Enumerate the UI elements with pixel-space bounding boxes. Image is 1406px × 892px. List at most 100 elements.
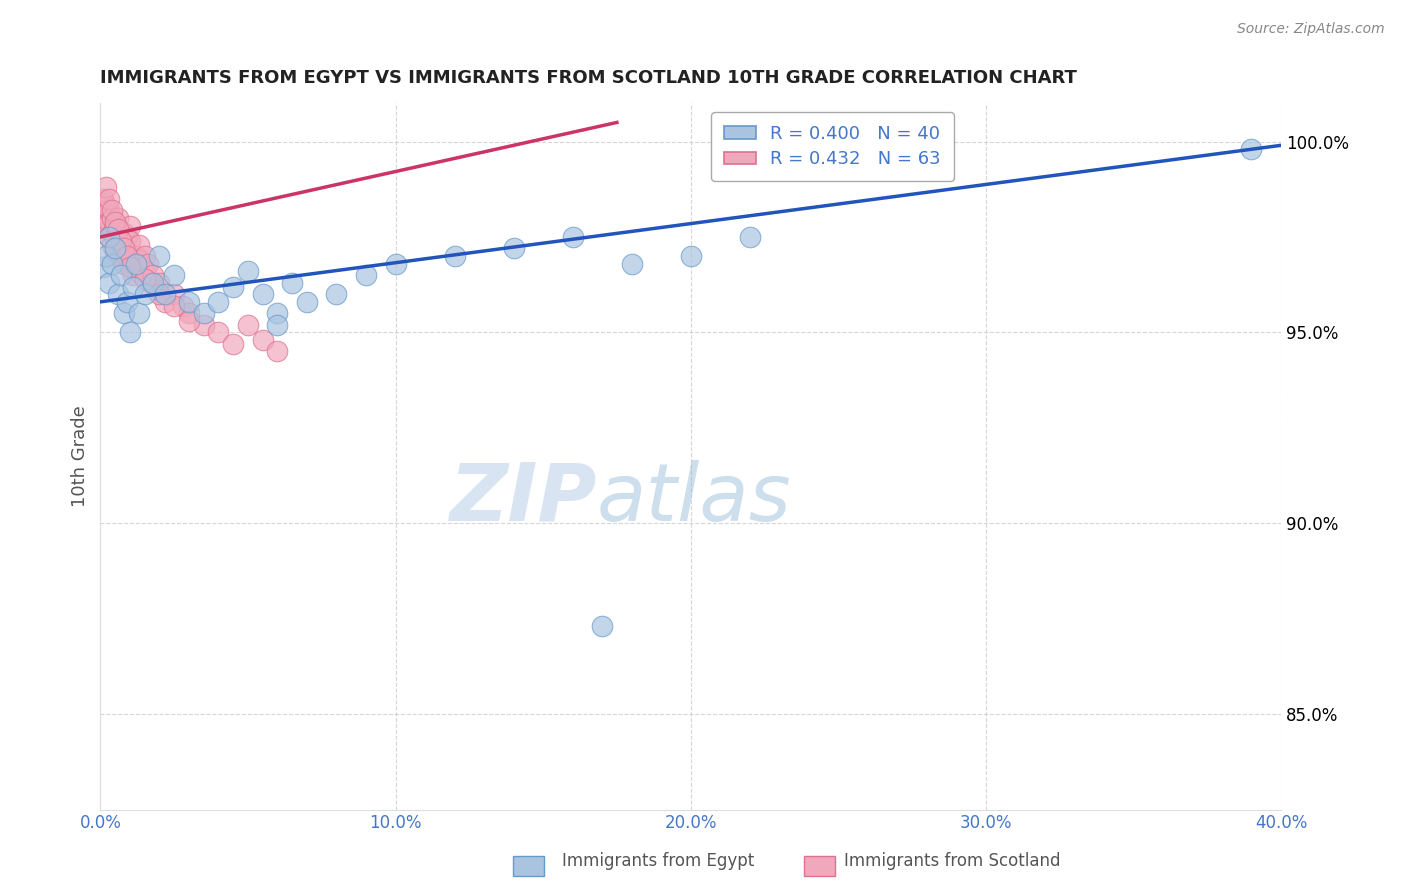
Point: [325, 287, 347, 301]
Point: [679, 249, 702, 263]
Point: [107, 222, 129, 236]
Point: [738, 230, 761, 244]
Point: [354, 268, 377, 282]
Point: [118, 326, 141, 340]
Point: [110, 237, 132, 252]
Point: [142, 268, 165, 282]
Point: [112, 257, 135, 271]
Point: [1240, 142, 1263, 156]
Legend: R = 0.400   N = 40, R = 0.432   N = 63: R = 0.400 N = 40, R = 0.432 N = 63: [711, 112, 953, 181]
Point: [112, 241, 135, 255]
Point: [131, 268, 153, 282]
Point: [107, 211, 129, 225]
Point: [128, 252, 150, 267]
Point: [98, 215, 121, 229]
Point: [112, 241, 135, 255]
Point: [148, 287, 170, 301]
Point: [252, 287, 274, 301]
Point: [98, 192, 121, 206]
Point: [118, 219, 141, 233]
Point: [163, 299, 186, 313]
Point: [620, 257, 643, 271]
Point: [172, 299, 194, 313]
Point: [91, 192, 114, 206]
Point: [101, 203, 124, 218]
Point: [295, 294, 318, 309]
Point: [155, 287, 177, 301]
Point: [115, 245, 138, 260]
Point: [115, 294, 138, 309]
Point: [101, 237, 124, 252]
Text: IMMIGRANTS FROM EGYPT VS IMMIGRANTS FROM SCOTLAND 10TH GRADE CORRELATION CHART: IMMIGRANTS FROM EGYPT VS IMMIGRANTS FROM…: [100, 69, 1077, 87]
Point: [281, 276, 304, 290]
Point: [207, 326, 229, 340]
Point: [104, 215, 127, 229]
Point: [177, 306, 200, 320]
Point: [125, 257, 148, 271]
Point: [443, 249, 465, 263]
Point: [118, 260, 141, 275]
Point: [101, 211, 124, 225]
Point: [148, 276, 170, 290]
Point: [139, 276, 162, 290]
Point: [134, 264, 156, 278]
Text: atlas: atlas: [596, 459, 792, 538]
Point: [98, 230, 121, 244]
Point: [236, 318, 259, 332]
Point: [121, 279, 143, 293]
Point: [104, 219, 127, 233]
Point: [112, 226, 135, 240]
Point: [96, 249, 118, 263]
Point: [591, 619, 613, 633]
Point: [266, 306, 288, 320]
Point: [193, 306, 215, 320]
Point: [121, 268, 143, 282]
Point: [125, 260, 148, 275]
Point: [101, 226, 124, 240]
Point: [502, 241, 524, 255]
Point: [96, 199, 118, 213]
Point: [177, 294, 200, 309]
Text: Source: ZipAtlas.com: Source: ZipAtlas.com: [1237, 22, 1385, 37]
Point: [118, 234, 141, 248]
Point: [121, 257, 143, 271]
Point: [104, 241, 127, 255]
Point: [96, 219, 118, 233]
Point: [101, 257, 124, 271]
Point: [163, 268, 186, 282]
Point: [207, 294, 229, 309]
Point: [91, 260, 114, 275]
Text: Immigrants from Scotland: Immigrants from Scotland: [844, 852, 1060, 870]
Point: [98, 276, 121, 290]
Point: [112, 306, 135, 320]
Point: [91, 211, 114, 225]
Y-axis label: 10th Grade: 10th Grade: [72, 406, 89, 508]
Point: [222, 279, 245, 293]
Point: [145, 284, 167, 298]
Point: [104, 230, 127, 244]
Point: [266, 318, 288, 332]
Point: [384, 257, 406, 271]
Point: [155, 294, 177, 309]
Point: [252, 333, 274, 347]
Point: [115, 230, 138, 244]
Point: [104, 245, 127, 260]
Point: [134, 249, 156, 263]
Point: [115, 249, 138, 263]
Point: [193, 318, 215, 332]
Point: [142, 276, 165, 290]
Point: [177, 314, 200, 328]
Point: [98, 230, 121, 244]
Point: [125, 249, 148, 263]
Point: [128, 306, 150, 320]
Point: [136, 257, 159, 271]
Point: [222, 336, 245, 351]
Point: [98, 203, 121, 218]
Text: ZIP: ZIP: [449, 459, 596, 538]
Point: [128, 237, 150, 252]
Point: [107, 287, 129, 301]
Point: [96, 180, 118, 194]
Point: [266, 344, 288, 359]
Point: [148, 249, 170, 263]
Point: [163, 287, 186, 301]
